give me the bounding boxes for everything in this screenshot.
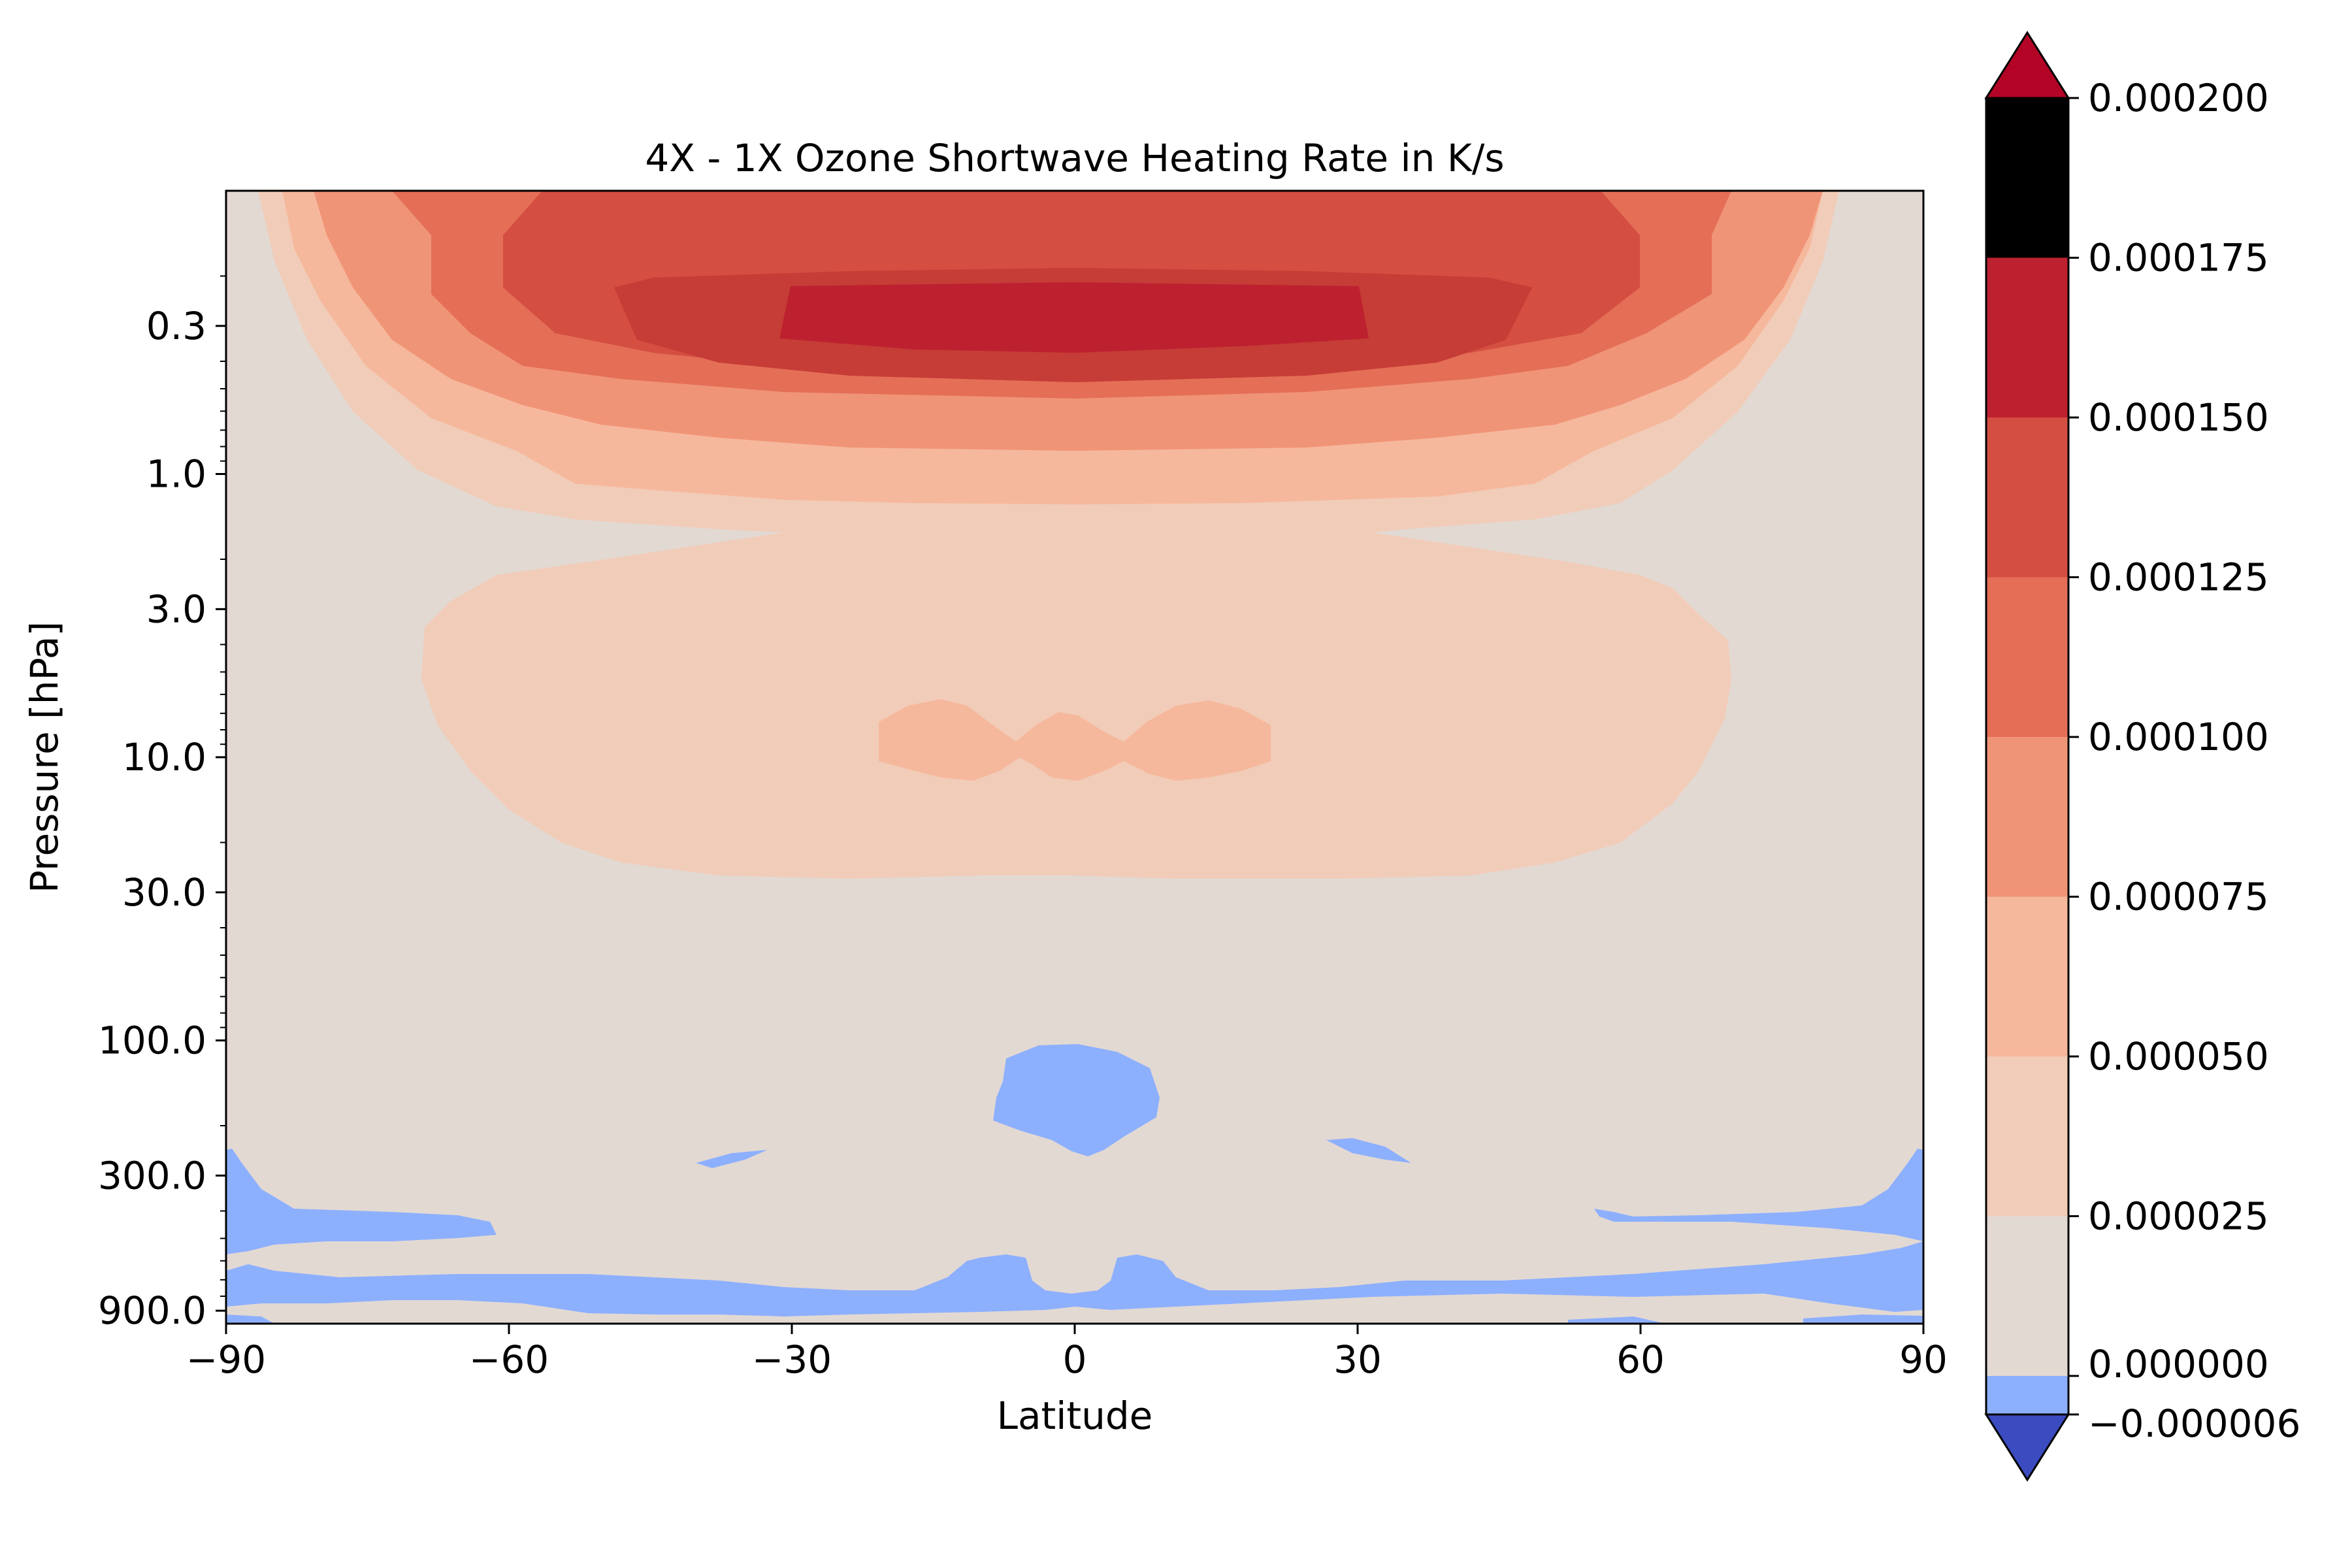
colorbar-tick-label: 0.000200 <box>2088 76 2269 120</box>
colorbar-extend-min <box>1984 1413 2070 1482</box>
colorbar-band <box>1986 896 2068 1056</box>
contour-region-negative-south-polar <box>226 1149 497 1254</box>
colorbar-tick-label: 0.000000 <box>2088 1342 2269 1386</box>
colorbar-band <box>1986 98 2068 258</box>
colorbar-band <box>1986 1376 2068 1414</box>
colorbar-tick-label: 0.000175 <box>2088 236 2269 280</box>
contour-region-negative-south <box>696 1150 768 1168</box>
colorbar-tick-label: 0.000125 <box>2088 555 2269 600</box>
chart-title: 4X - 1X Ozone Shortwave Heating Rate in … <box>645 136 1504 180</box>
y-tick-label: 100.0 <box>98 1019 206 1063</box>
contour-region-negative-north-polar <box>1594 1149 1923 1241</box>
contour-plot-area <box>226 191 1923 1324</box>
y-tick-label: 1.0 <box>146 452 206 497</box>
contour-region-negative-surface-strip-south <box>226 1315 274 1324</box>
colorbar-band <box>1986 257 2068 417</box>
colorbar-extend-max <box>1984 31 2070 99</box>
contour-region-negative-surface-strip-north <box>1568 1315 1923 1324</box>
y-tick-label: 30.0 <box>122 870 206 915</box>
contour-region-deep-red <box>779 282 1369 353</box>
contour-region-negative-north <box>1326 1138 1411 1163</box>
y-tick-label: 10.0 <box>122 735 206 779</box>
y-tick-label: 300.0 <box>98 1153 206 1198</box>
colorbar-tick-label: 0.000050 <box>2088 1034 2269 1079</box>
colorbar-tick-label: −0.000006 <box>2088 1401 2300 1446</box>
colorbar-frame <box>1985 97 2070 1416</box>
x-tick-label: 0 <box>1063 1337 1087 1382</box>
colorbar-tick-label: 0.000150 <box>2088 395 2269 440</box>
y-axis-label: Pressure [hPa] <box>22 621 67 893</box>
colorbar-tick-label: 0.000100 <box>2088 715 2269 759</box>
colorbar-tick-label: 0.000025 <box>2088 1194 2269 1239</box>
colorbar-band <box>1986 737 2068 897</box>
x-axis-label: Latitude <box>997 1394 1153 1438</box>
x-tick-label: 90 <box>1899 1337 1948 1382</box>
colorbar-band <box>1986 1216 2068 1376</box>
colorbar-tick-label: 0.000075 <box>2088 875 2269 919</box>
y-tick-label: 0.3 <box>146 304 206 348</box>
y-tick-label: 3.0 <box>146 587 206 631</box>
x-axis: −90 −60 −30 0 30 60 90 <box>186 1324 1948 1382</box>
y-axis: 0.3 1.0 3.0 10.0 30.0 100.0 300.0 900.0 <box>98 275 226 1333</box>
colorbar: −0.000006 0.000000 0.000025 0.000050 0.00007… <box>1984 31 2300 1482</box>
x-tick-label: −90 <box>186 1337 266 1382</box>
x-tick-label: −30 <box>752 1337 832 1382</box>
colorbar-band <box>1986 1056 2068 1217</box>
contour-region-negative-near-surface <box>226 1241 1923 1316</box>
x-tick-label: −60 <box>469 1337 549 1382</box>
colorbar-band <box>1986 577 2068 737</box>
contour-region-peach-10hpa <box>879 699 1271 781</box>
x-tick-label: 60 <box>1616 1337 1665 1382</box>
contour-region-negative-100hpa <box>993 1044 1160 1156</box>
colorbar-band <box>1986 417 2068 578</box>
x-tick-label: 30 <box>1333 1337 1382 1382</box>
y-tick-label: 900.0 <box>98 1288 206 1333</box>
